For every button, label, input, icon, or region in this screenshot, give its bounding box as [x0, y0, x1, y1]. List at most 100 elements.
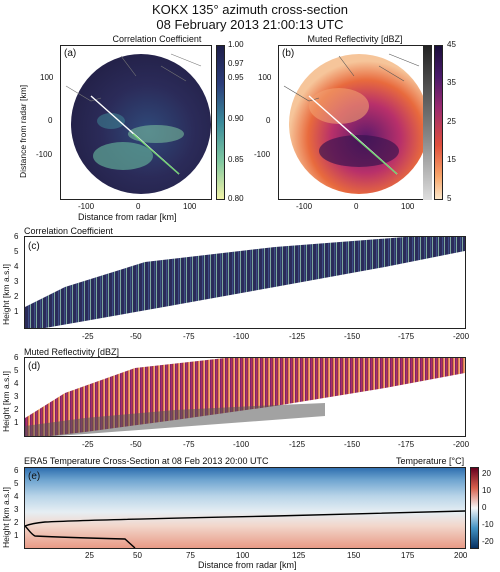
rhohv-low-region	[93, 142, 153, 170]
xtick-d: -75	[183, 440, 195, 449]
ytick-b: 100	[258, 73, 272, 82]
cbar-a-tick: 0.90	[228, 114, 244, 123]
xtick-e: 75	[186, 551, 195, 560]
ytick-d: 4	[14, 379, 19, 388]
cbar-e-tick: -10	[482, 520, 494, 529]
panel-e-temperature-image	[25, 468, 465, 548]
xtick-c: -75	[183, 332, 195, 341]
panel-b-ppi-image	[283, 53, 429, 194]
colorbar-e	[470, 467, 479, 549]
beam-line-green	[132, 133, 180, 175]
xtick-c: -25	[82, 332, 94, 341]
ytick-e: 3	[14, 505, 19, 514]
ytick-c: 6	[14, 232, 19, 241]
panel-a-xlabel: Distance from radar [km]	[78, 212, 177, 222]
cbar-e-tick: -20	[482, 537, 494, 546]
ytick-d: 6	[14, 353, 19, 362]
cbar-b-tick: 25	[447, 117, 456, 126]
xtick-c: -150	[344, 332, 361, 341]
xtick-c: -175	[398, 332, 415, 341]
zero-isotherm-upper	[25, 510, 465, 527]
xtick-c: -125	[289, 332, 306, 341]
xtick-d: -175	[398, 440, 415, 449]
cbar-a-tick: 0.85	[228, 155, 244, 164]
xtick-e: 150	[347, 551, 361, 560]
xtick-c: -50	[130, 332, 142, 341]
beam-line-green	[350, 133, 398, 175]
colorbar-a	[216, 45, 225, 200]
cbar-b-tick: 45	[447, 40, 456, 49]
ytick-e: 5	[14, 479, 19, 488]
xtick-b: 100	[401, 202, 415, 211]
panel-a-ylabel: Distance from radar [km]	[18, 84, 28, 178]
panel-d-rhi: (d)	[24, 357, 466, 437]
panel-c-title: Correlation Coefficient	[24, 226, 113, 236]
ytick-a: -100	[36, 150, 53, 159]
ytick-d: 1	[14, 418, 19, 427]
ytick-e: 2	[14, 518, 19, 527]
panel-a-title: Correlation Coefficient	[112, 34, 202, 44]
xtick-e: 125	[292, 551, 306, 560]
ytick-c: 5	[14, 247, 19, 256]
xtick-d: -50	[130, 440, 142, 449]
xtick-b: -100	[296, 202, 313, 211]
zero-isotherm-lower	[25, 525, 136, 548]
cbar-e-tick: 20	[482, 469, 491, 478]
coastline	[283, 53, 420, 102]
radar-coverage-disk	[289, 54, 429, 194]
cbar-e-tick: 0	[482, 503, 487, 512]
panel-e-title: ERA5 Temperature Cross-Section at 08 Feb…	[24, 456, 269, 466]
panel-d-rhi-image	[25, 358, 465, 436]
figure-subtitle: 08 February 2013 21:00:13 UTC	[156, 17, 344, 32]
panel-c-ylabel: Height [km a.s.l]	[1, 264, 11, 325]
xtick-a: 100	[183, 202, 197, 211]
xtick-c: -200	[453, 332, 470, 341]
panel-e-ylabel: Height [km a.s.l]	[1, 487, 11, 548]
rhohv-band	[128, 125, 184, 143]
panel-e-cbar-title: Temperature [°C]	[396, 456, 465, 466]
ytick-d: 3	[14, 392, 19, 401]
coastline	[65, 53, 202, 102]
xtick-d: -100	[233, 440, 250, 449]
panel-e-label: (e)	[28, 471, 41, 482]
panel-d-title: Muted Reflectivity [dBZ]	[24, 347, 120, 357]
xtick-e: 175	[401, 551, 415, 560]
ytick-c: 3	[14, 277, 19, 286]
xtick-e: 50	[133, 551, 142, 560]
panel-a-ppi: (a)	[60, 45, 212, 200]
cbar-a-tick: 0.97	[228, 59, 244, 68]
xtick-a: -100	[78, 202, 95, 211]
ytick-e: 6	[14, 466, 19, 475]
ytick-a: 0	[48, 116, 53, 125]
xtick-d: -150	[344, 440, 361, 449]
panel-e-xlabel: Distance from radar [km]	[198, 560, 297, 570]
panel-a-ppi-image	[65, 53, 211, 194]
xtick-a: 0	[136, 202, 141, 211]
colorbar-b-gray	[423, 45, 432, 200]
cbar-a-tick: 0.80	[228, 194, 244, 203]
ytick-e: 1	[14, 531, 19, 540]
cbar-a-tick: 1.00	[228, 40, 244, 49]
ytick-d: 5	[14, 366, 19, 375]
xtick-d: -200	[453, 440, 470, 449]
figure-title: KOKX 135° azimuth cross-section	[152, 2, 348, 17]
bright-band-gray	[25, 403, 325, 436]
cbar-b-tick: 35	[447, 78, 456, 87]
ytick-d: 2	[14, 405, 19, 414]
ytick-c: 1	[14, 307, 19, 316]
xtick-e: 25	[85, 551, 94, 560]
cbar-b-tick: 15	[447, 155, 456, 164]
temperature-field	[25, 468, 465, 548]
xtick-d: -125	[289, 440, 306, 449]
panel-b-title: Muted Reflectivity [dBZ]	[307, 34, 403, 44]
xtick-b: 0	[354, 202, 359, 211]
xtick-d: -25	[82, 440, 94, 449]
xtick-c: -100	[233, 332, 250, 341]
rhohv-wedge	[25, 237, 465, 328]
cbar-b-tick: 5	[447, 194, 452, 203]
panel-d-ylabel: Height [km a.s.l]	[1, 371, 11, 432]
xtick-e: 200	[454, 551, 468, 560]
panel-c-label: (c)	[28, 241, 40, 252]
panel-b-label: (b)	[282, 48, 295, 59]
cbar-a-tick: 0.95	[228, 73, 244, 82]
